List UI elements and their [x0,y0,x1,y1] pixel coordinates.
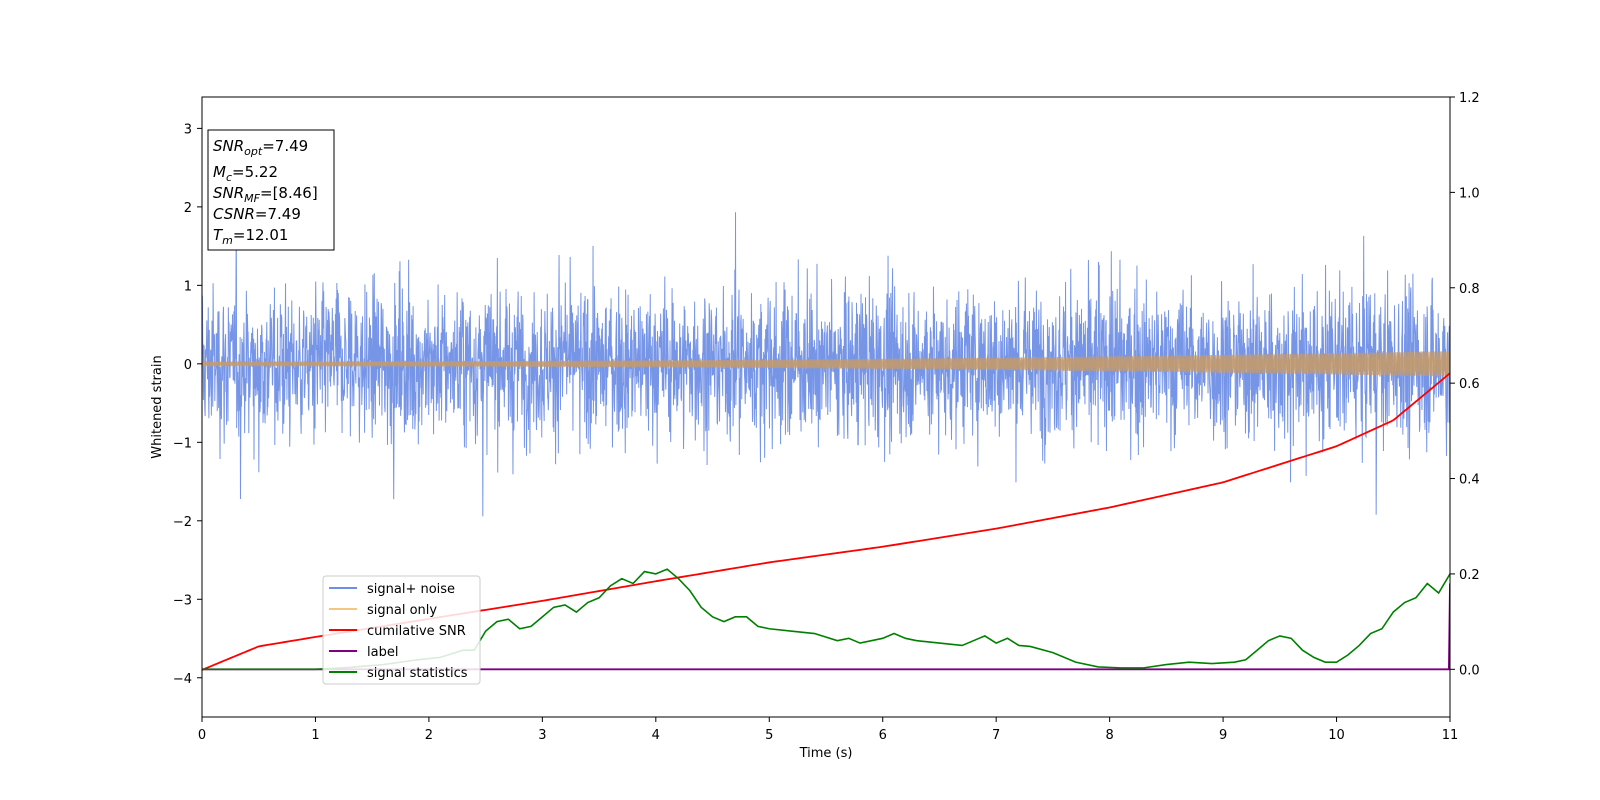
legend-frame [322,575,481,685]
info-line-value: =12.01 [233,226,289,244]
y-tick-label: −4 [173,672,192,687]
info-line-value: =7.49 [255,205,301,223]
y-axis-right: 1.2 1.0 0.8 0.6 0.4 0.2 0.0 [1450,91,1480,678]
legend-label: signal+ noise [367,582,455,597]
info-line: Mc=5.22 [213,163,278,184]
x-tick-label: 7 [992,728,1000,743]
info-line: SNRopt=7.49 [213,137,308,158]
y-tick-label: −3 [173,593,192,608]
info-line-value: =5.22 [232,163,278,181]
info-line-base: CSNR [213,205,255,223]
y2-tick-label: 0.6 [1459,377,1480,392]
x-tick-label: 11 [1442,728,1459,743]
x-tick-label: 4 [652,728,660,743]
x-tick-label: 6 [879,728,887,743]
y2-tick-label: 1.2 [1459,91,1480,106]
x-tick-label: 1 [311,728,319,743]
series-signal-statistics [202,568,1450,671]
y-tick-label: −1 [173,436,192,451]
info-line-value: =[8.46] [260,184,318,202]
info-line-value: =7.49 [262,137,308,155]
x-tick-label: 2 [425,728,433,743]
series-signal-only [202,351,1450,377]
x-tick-label: 8 [1105,728,1113,743]
y-axis-left: 3 2 1 0 −1 −2 −3 −4 [173,122,202,687]
y-tick-label: −2 [173,515,192,530]
legend-label: signal statistics [367,666,468,681]
x-tick-label: 5 [765,728,773,743]
x-tick-label: 10 [1328,728,1345,743]
axes-frame [201,96,1451,718]
info-box: SNRopt=7.49Mc=5.22SNRMF=[8.46]CSNR=7.49T… [207,129,335,251]
x-axis-label: Time (s) [799,746,853,761]
x-tick-label: 3 [538,728,546,743]
x-tick-label: 0 [198,728,206,743]
info-line-sub: opt [244,145,263,158]
y-tick-label: 0 [184,358,192,373]
y-tick-label: 2 [184,201,192,216]
legend-label: label [367,645,398,660]
y-tick-label: 3 [184,122,192,137]
info-line: CSNR=7.49 [213,205,301,223]
legend: signal+ noise signal only cumilative SNR la… [322,575,481,685]
info-line-base: SNR [213,184,244,202]
y2-tick-label: 0.2 [1459,568,1480,583]
info-line: SNRMF=[8.46] [213,184,318,205]
info-line-sub: c [226,171,232,184]
info-line: Tm=12.01 [213,226,288,247]
y2-tick-label: 0.8 [1459,282,1480,297]
x-axis: 0 1 2 3 4 5 6 7 8 9 10 11 [198,717,1458,743]
y2-tick-label: 0.4 [1459,473,1480,488]
y-axis-label: Whitened strain [150,355,165,458]
x-tick-label: 9 [1219,728,1227,743]
info-line-base: M [213,163,226,181]
info-line-base: SNR [213,137,244,155]
info-line-sub: m [222,234,233,247]
y2-tick-label: 0.0 [1459,663,1480,678]
legend-label: signal only [367,603,437,618]
info-line-base: T [213,226,224,244]
y2-tick-label: 1.0 [1459,186,1480,201]
legend-label: cumilative SNR [367,624,466,639]
info-box-frame [207,129,335,251]
y-tick-label: 1 [184,279,192,294]
info-line-sub: MF [244,192,260,205]
